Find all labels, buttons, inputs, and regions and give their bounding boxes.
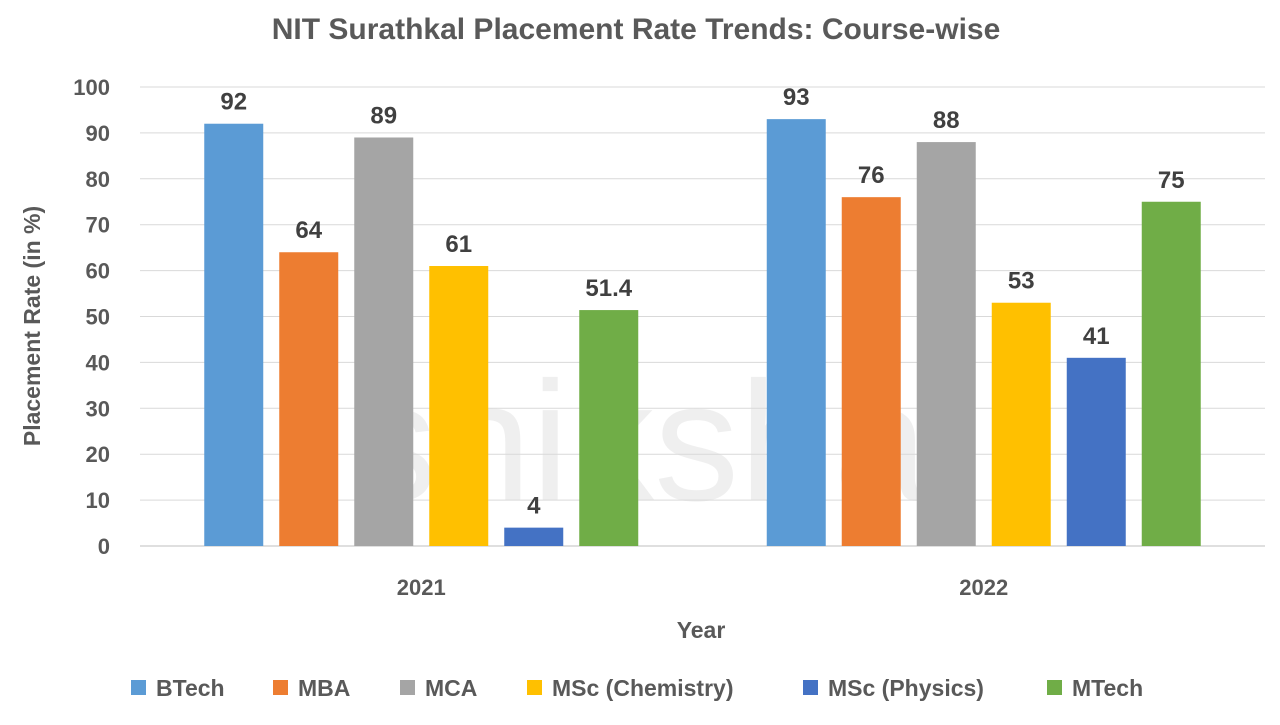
legend-label: MCA (425, 675, 477, 701)
bar-mtech-2021 (579, 310, 639, 546)
legend-label: MSc (Physics) (828, 675, 984, 701)
data-label: 75 (1158, 167, 1185, 194)
bar-mca-2021 (354, 137, 414, 547)
legend-item: MCA (400, 675, 477, 701)
y-axis-label: Placement Rate (in %) (19, 206, 45, 446)
legend-item: BTech (131, 675, 225, 701)
y-tick-label: 50 (86, 305, 110, 330)
y-tick-label: 30 (86, 396, 110, 421)
y-tick-label: 90 (86, 121, 110, 146)
x-tick-label: 2022 (959, 575, 1008, 600)
y-tick-label: 60 (86, 259, 110, 284)
y-tick-label: 70 (86, 213, 110, 238)
data-label: 93 (783, 84, 810, 111)
legend-swatch (803, 680, 818, 695)
bar-msc-physics--2021 (504, 527, 564, 546)
data-label: 88 (933, 107, 960, 134)
legend-item: MSc (Chemistry) (527, 675, 733, 701)
bar-btech-2022 (766, 119, 826, 546)
legend-swatch (1047, 680, 1062, 695)
bar-msc-physics--2022 (1066, 357, 1126, 546)
data-label: 53 (1008, 268, 1035, 295)
legend-swatch (400, 680, 415, 695)
data-label: 61 (445, 231, 472, 258)
data-label: 51.4 (585, 275, 632, 302)
bar-btech-2021 (204, 123, 264, 546)
y-tick-label: 20 (86, 442, 110, 467)
x-axis-label: Year (677, 617, 726, 643)
y-tick-label: 10 (86, 488, 110, 513)
y-tick-label: 0 (98, 534, 110, 559)
data-label: 4 (527, 493, 541, 520)
legend-swatch (273, 680, 288, 695)
bar-mba-2022 (841, 197, 901, 546)
chart-title: NIT Surathkal Placement Rate Trends: Cou… (272, 13, 1001, 46)
legend-item: MTech (1047, 675, 1143, 701)
legend-item: MBA (273, 675, 350, 701)
legend-label: MBA (298, 675, 350, 701)
bar-mca-2022 (916, 142, 976, 546)
legend-label: BTech (156, 675, 225, 701)
y-tick-label: 40 (86, 350, 110, 375)
bar-mtech-2022 (1141, 201, 1201, 546)
data-label: 89 (370, 102, 397, 129)
legend-label: MTech (1072, 675, 1143, 701)
legend-swatch (131, 680, 146, 695)
bar-msc-chemistry--2021 (429, 266, 489, 546)
legend-label: MSc (Chemistry) (552, 675, 733, 701)
data-label: 41 (1083, 323, 1110, 350)
y-tick-label: 100 (73, 75, 110, 100)
y-tick-label: 80 (86, 167, 110, 192)
data-label: 76 (858, 162, 885, 189)
legend-swatch (527, 680, 542, 695)
legend-item: MSc (Physics) (803, 675, 984, 701)
x-tick-label: 2021 (397, 575, 446, 600)
bar-mba-2021 (279, 252, 339, 547)
data-label: 92 (220, 89, 247, 116)
bar-msc-chemistry--2022 (991, 302, 1051, 546)
data-label: 64 (295, 217, 322, 244)
